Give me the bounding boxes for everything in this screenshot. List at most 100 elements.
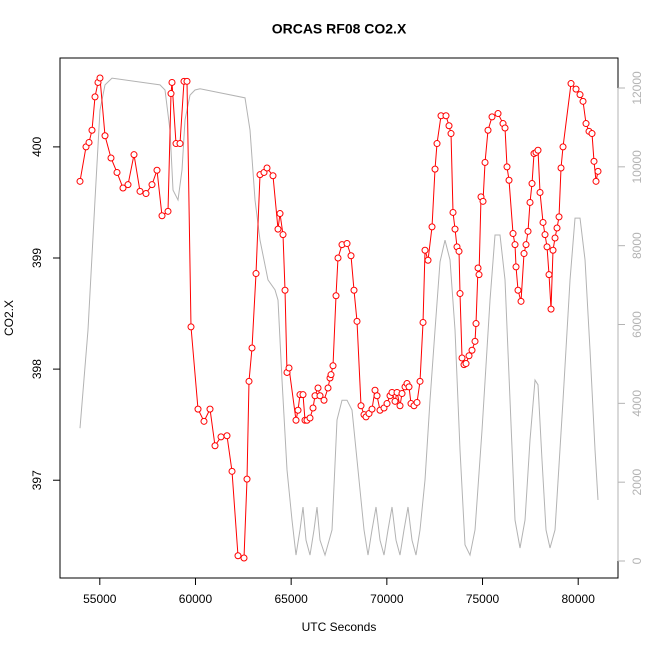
data-point bbox=[451, 225, 459, 233]
data-point bbox=[124, 181, 132, 189]
data-point bbox=[456, 290, 464, 298]
data-point bbox=[488, 113, 496, 121]
data-point bbox=[474, 264, 482, 272]
data-point bbox=[183, 77, 191, 85]
x-tick-label: 75000 bbox=[466, 592, 500, 606]
data-point bbox=[511, 241, 519, 249]
data-point bbox=[549, 246, 557, 254]
data-point bbox=[223, 432, 231, 440]
data-point bbox=[458, 354, 466, 362]
data-point bbox=[158, 212, 166, 220]
data-point bbox=[472, 320, 480, 328]
chart-title: ORCAS RF08 CO2.X bbox=[272, 21, 407, 37]
data-point bbox=[528, 180, 536, 188]
data-point bbox=[276, 210, 284, 218]
data-point bbox=[263, 164, 271, 172]
y-tick-label: 398 bbox=[30, 359, 44, 379]
data-point bbox=[248, 344, 256, 352]
data-point bbox=[555, 213, 563, 221]
data-point bbox=[522, 241, 530, 249]
data-point bbox=[101, 132, 109, 140]
data-point bbox=[383, 400, 391, 408]
data-point bbox=[514, 286, 522, 294]
data-point bbox=[539, 218, 547, 226]
data-point bbox=[327, 371, 335, 379]
data-point bbox=[373, 392, 381, 400]
data-point bbox=[136, 187, 144, 195]
y2-tick-label: 0 bbox=[630, 557, 644, 564]
data-point bbox=[494, 110, 502, 118]
data-point bbox=[557, 164, 565, 172]
data-point bbox=[200, 417, 208, 425]
data-point bbox=[572, 85, 580, 93]
data-point bbox=[543, 243, 551, 251]
data-point bbox=[343, 240, 351, 248]
data-point bbox=[187, 323, 195, 331]
data-point bbox=[168, 78, 176, 86]
data-point bbox=[405, 383, 413, 391]
y2-tick-label: 10000 bbox=[630, 150, 644, 184]
data-point bbox=[176, 140, 184, 148]
data-point bbox=[347, 252, 355, 260]
data-point bbox=[314, 384, 322, 392]
data-point bbox=[449, 208, 457, 216]
x-tick-label: 60000 bbox=[179, 592, 213, 606]
data-point bbox=[398, 390, 406, 398]
data-point bbox=[167, 90, 175, 98]
data-point bbox=[194, 405, 202, 413]
x-tick-label: 80000 bbox=[562, 592, 596, 606]
data-point bbox=[545, 271, 553, 279]
data-point bbox=[501, 124, 509, 132]
data-point bbox=[534, 146, 542, 154]
data-point bbox=[433, 140, 441, 148]
data-point bbox=[299, 391, 307, 399]
data-point bbox=[368, 405, 376, 413]
data-point bbox=[294, 406, 302, 414]
y-tick-label: 397 bbox=[30, 470, 44, 490]
data-point bbox=[471, 337, 479, 345]
x-tick-label: 55000 bbox=[83, 592, 117, 606]
data-point bbox=[113, 168, 121, 176]
data-point bbox=[243, 475, 251, 483]
data-point bbox=[512, 263, 520, 271]
data-point bbox=[445, 122, 453, 130]
data-point bbox=[582, 120, 590, 128]
data-point bbox=[357, 402, 365, 410]
data-point bbox=[576, 91, 584, 99]
x-axis-title: UTC Seconds bbox=[302, 620, 377, 634]
data-point bbox=[91, 93, 99, 101]
data-point bbox=[324, 384, 332, 392]
data-point bbox=[285, 364, 293, 372]
data-point bbox=[329, 362, 337, 370]
data-point bbox=[594, 167, 602, 175]
y2-tick-label: 8000 bbox=[630, 232, 644, 259]
data-point bbox=[421, 246, 429, 254]
data-point bbox=[320, 396, 328, 404]
data-point bbox=[416, 377, 424, 385]
data-point bbox=[468, 346, 476, 354]
data-point bbox=[217, 433, 225, 441]
data-point bbox=[479, 197, 487, 205]
data-point bbox=[148, 181, 156, 189]
data-point bbox=[269, 172, 277, 180]
data-point bbox=[334, 254, 342, 262]
data-point bbox=[462, 360, 470, 368]
data-point bbox=[431, 165, 439, 173]
data-point bbox=[76, 177, 84, 185]
data-point bbox=[96, 74, 104, 82]
data-point bbox=[592, 177, 600, 185]
data-point bbox=[567, 80, 575, 88]
data-point bbox=[413, 398, 421, 406]
data-point bbox=[505, 176, 513, 184]
data-point bbox=[119, 184, 127, 192]
data-point bbox=[447, 130, 455, 138]
data-point bbox=[107, 154, 115, 162]
data-point bbox=[245, 377, 253, 385]
y2-tick-label: 4000 bbox=[630, 390, 644, 417]
data-point bbox=[579, 97, 587, 105]
y-tick-label: 400 bbox=[30, 137, 44, 157]
y2-tick-label: 6000 bbox=[630, 311, 644, 338]
data-point bbox=[428, 223, 436, 231]
data-point bbox=[442, 112, 450, 120]
